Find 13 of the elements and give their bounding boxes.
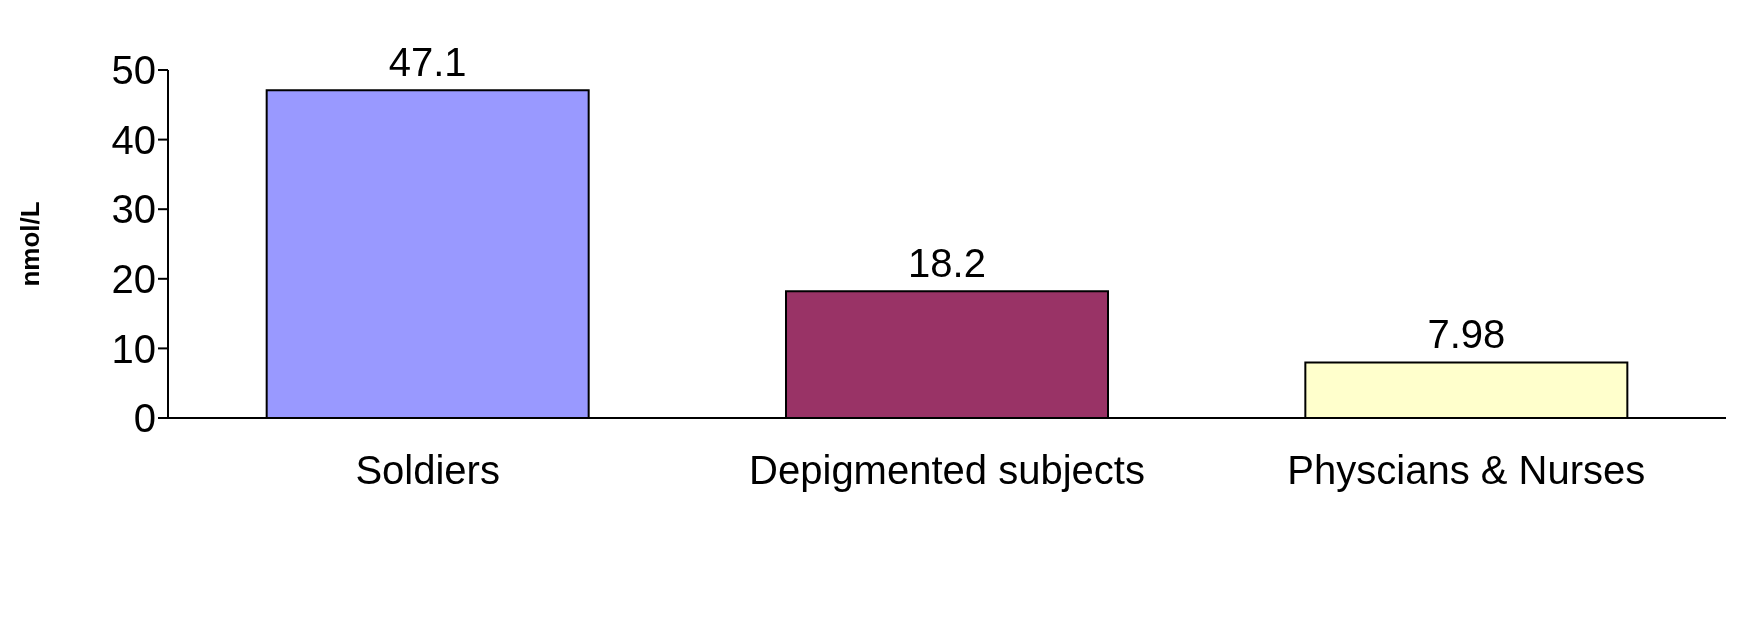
y-axis-title: nmol/L [15,201,46,287]
data-label: 18.2 [908,241,986,286]
x-tick-label: Depigmented subjects [749,448,1145,493]
x-tick-label: Soldiers [355,448,500,493]
y-tick-label: 50 [111,48,156,93]
data-label: 47.1 [388,40,467,85]
y-tick-label: 0 [133,396,156,441]
y-tick-label: 40 [111,117,156,162]
y-tick-label: 10 [111,326,156,371]
data-label: 7.98 [1427,312,1506,357]
x-tick-label: Physcians & Nurses [1287,448,1646,493]
y-tick-label: 30 [111,187,156,232]
y-tick-label: 20 [111,257,156,301]
